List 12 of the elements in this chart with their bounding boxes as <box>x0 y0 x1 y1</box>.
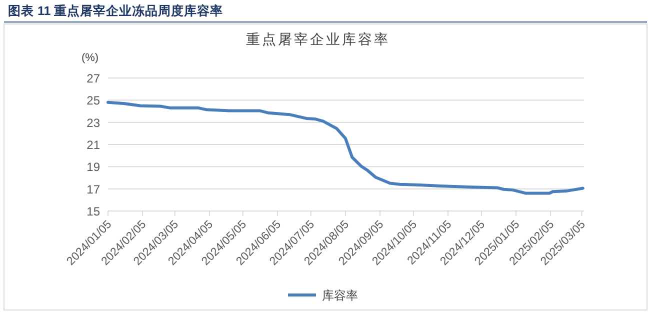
y-tick-label: 15 <box>86 204 100 218</box>
y-tick-label: 17 <box>86 182 100 196</box>
chart-subtitle: 重点屠宰企业库容率 <box>246 32 390 48</box>
y-tick-label: 23 <box>86 116 100 130</box>
y-tick-label: 21 <box>86 138 100 152</box>
y-axis-title: (%) <box>81 52 99 64</box>
legend-label: 库容率 <box>322 288 358 302</box>
chart-title: 图表 11 重点屠宰企业冻品周度库容率 <box>8 3 224 18</box>
y-tick-label: 25 <box>86 94 100 108</box>
line-series <box>106 100 584 195</box>
y-tick-label: 19 <box>86 160 100 174</box>
y-tick-label: 27 <box>86 72 100 86</box>
